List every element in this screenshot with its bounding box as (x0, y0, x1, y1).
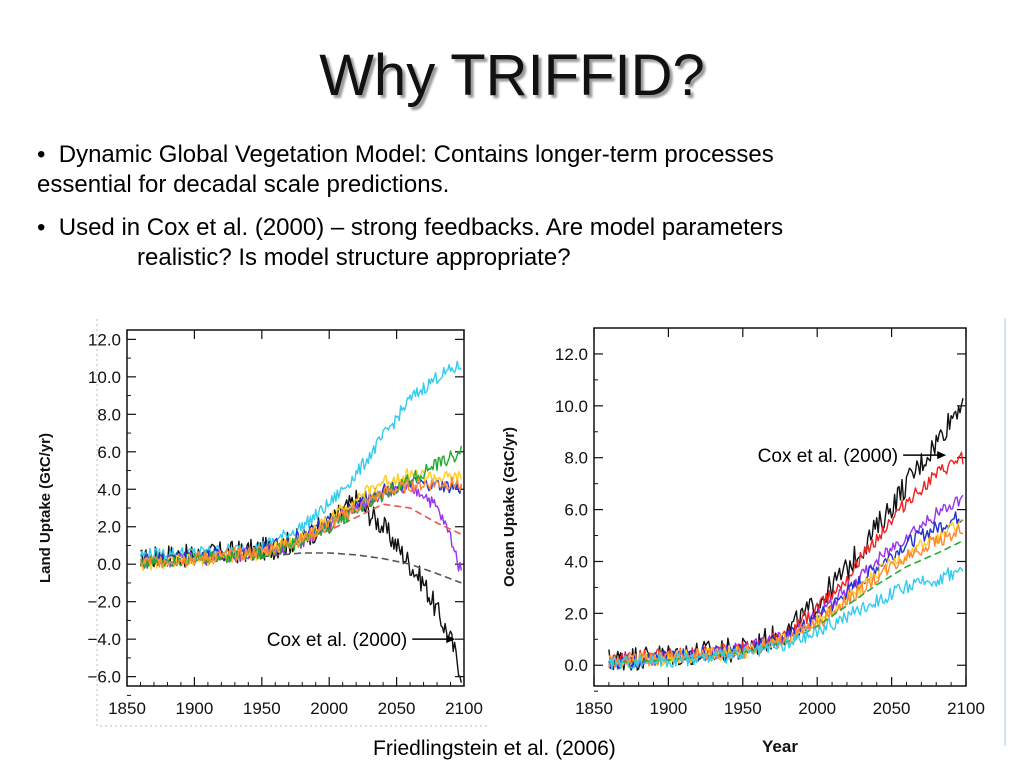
y-tick-label: −2.0 (87, 593, 121, 612)
y-tick-label: 10.0 (555, 397, 588, 416)
x-tick-label: 1850 (575, 699, 613, 718)
x-tick-label: 2100 (445, 699, 483, 718)
series-line-6 (608, 524, 964, 669)
bullet-2: • Used in Cox et al. (2000) – strong fee… (37, 213, 997, 273)
y-tick-label: 4.0 (97, 480, 121, 499)
bullet-marker: • (37, 141, 46, 168)
series-line-9 (139, 476, 462, 569)
x-tick-label: 1950 (243, 699, 281, 718)
y-tick-label: −6.0 (87, 668, 121, 687)
bullet-1-line-2: essential for decadal scale predictions. (37, 171, 450, 198)
y-tick-label: 2.0 (97, 518, 121, 537)
x-tick-label: 2000 (798, 699, 836, 718)
y-tick-label: 0.0 (564, 656, 588, 675)
chart-frame-outline (96, 318, 488, 727)
y-tick-label: 4.0 (564, 552, 588, 571)
land-uptake-chart: 1850 1900 1950 2000 2050 2100 12.0 10.0 8.0 6.0 4.… (37, 318, 488, 727)
annotation-arrow-head (446, 635, 456, 644)
bullet-1-line-1: Dynamic Global Vegetation Model: Contain… (58, 141, 774, 168)
y-tick-label: 8.0 (564, 449, 588, 468)
y-tick-label: 6.0 (97, 443, 121, 462)
annotation-label: Cox et al. (2000) (267, 630, 407, 651)
y-axis-label: Ocean Uptake (GtC/yr) (501, 427, 518, 587)
y-axis-label: Land Uptake (GtC/yr) (37, 433, 54, 583)
x-tick-label: 2100 (947, 699, 985, 718)
x-tick-label: 1950 (724, 699, 762, 718)
annotation-arrow-head (937, 451, 947, 460)
y-tick-label: 10.0 (88, 368, 121, 387)
x-tick-label: 1850 (108, 699, 146, 718)
ocean-uptake-chart: 1850 1900 1950 2000 2050 2100 12.0 10.0 8.0 6.0 4.… (501, 318, 1006, 756)
y-tick-label: 12.0 (88, 330, 121, 349)
y-tick-label: −4.0 (87, 630, 121, 649)
bullet-marker: • (37, 214, 46, 241)
y-tick-label: 0.0 (97, 555, 121, 574)
series-line-2 (140, 552, 462, 584)
bullet-2-line-1: Used in Cox et al. (2000) – strong feedb… (58, 214, 784, 241)
x-tick-label: 2050 (378, 699, 416, 718)
x-tick-label: 2050 (873, 699, 911, 718)
y-tick-label: 6.0 (564, 501, 588, 520)
bullet-1: • Dynamic Global Vegetation Model: Conta… (37, 140, 997, 200)
series-line-3 (139, 360, 462, 562)
series-line-5 (608, 519, 964, 670)
x-tick-label: 1900 (649, 699, 687, 718)
citation-credit: Friedlingstein et al. (2006) (373, 737, 616, 760)
plot-area-border (593, 327, 967, 687)
x-tick-label: 2000 (310, 699, 348, 718)
x-tick-label: 1900 (175, 699, 213, 718)
y-tick-label: 2.0 (564, 604, 588, 623)
annotation-label: Cox et al. (2000) (758, 446, 898, 467)
y-tick-label: 12.0 (555, 345, 588, 364)
series-line-8 (608, 566, 964, 670)
bullet-2-line-2: realistic? Is model structure appropriat… (137, 244, 571, 271)
series-line-5 (140, 503, 462, 564)
series-line-8 (139, 445, 462, 569)
y-tick-label: 8.0 (97, 405, 121, 424)
slide-title: Why TRIFFID? (319, 43, 705, 108)
x-axis-label: Year (762, 737, 798, 756)
series-line-1 (140, 489, 462, 683)
